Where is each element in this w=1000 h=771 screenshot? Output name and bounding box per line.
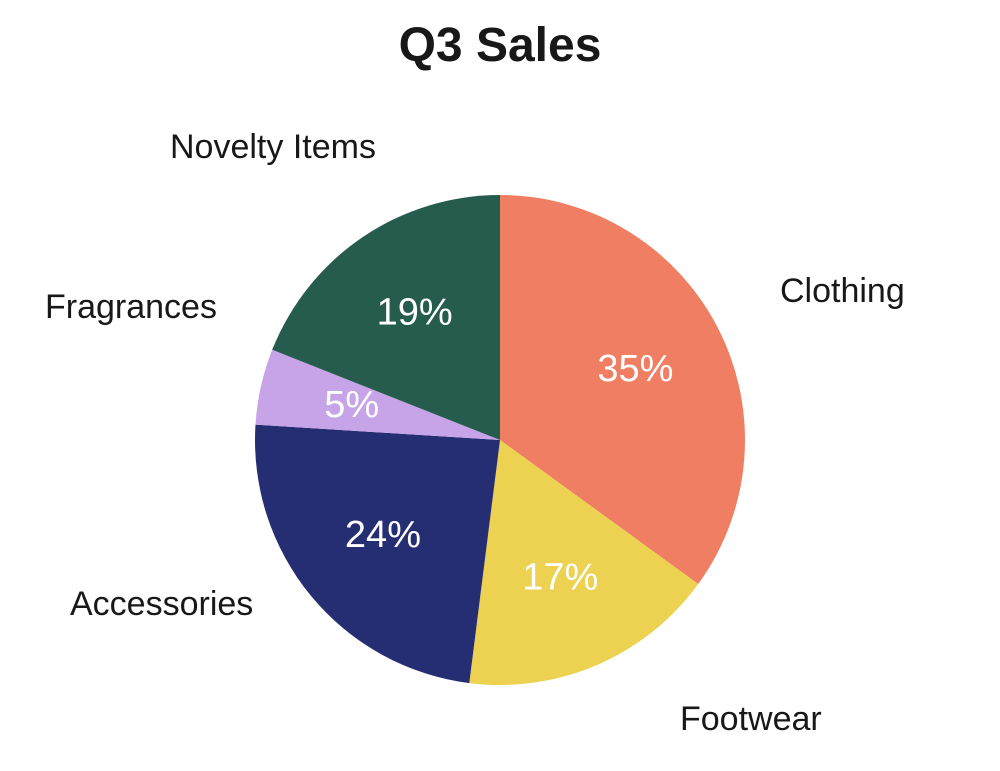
- slice-label-novelty: Novelty Items: [170, 128, 376, 167]
- slice-value-label: 19%: [377, 291, 453, 333]
- slice-label-accessories: Accessories: [70, 585, 253, 624]
- slice-value-label: 5%: [324, 384, 379, 426]
- slice-value-label: 24%: [345, 514, 421, 556]
- slice-value-label: 35%: [597, 348, 673, 390]
- chart-container: Q3 Sales 35%17%24%5%19% Clothing Footwea…: [0, 0, 1000, 771]
- slice-label-fragrances: Fragrances: [45, 288, 217, 327]
- slice-value-label: 17%: [522, 556, 598, 598]
- slice-label-clothing: Clothing: [780, 272, 905, 311]
- pie-chart: 35% 17% 24% 5% 19%: [0, 0, 1000, 771]
- slice-label-footwear: Footwear: [680, 700, 822, 739]
